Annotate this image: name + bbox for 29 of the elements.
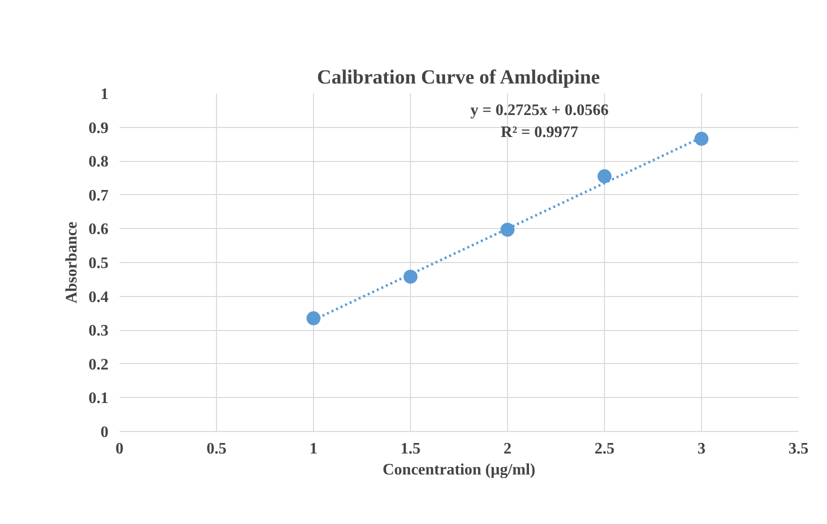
y-axis-title: Absorbance	[64, 222, 80, 304]
y-tick-label: 1	[100, 86, 108, 103]
y-tick-label: 0.4	[88, 288, 108, 306]
annotation: R² = 0.9977	[500, 124, 578, 141]
annotation: y = 0.2725x + 0.0566	[470, 102, 609, 119]
y-tick-label: 0.1	[88, 390, 108, 408]
y-tick-label: 0.2	[88, 356, 108, 374]
y-tick-label: 0.9	[88, 120, 108, 137]
point	[404, 270, 418, 284]
y-tick-label: 0	[100, 424, 108, 441]
x-tick-label: 3	[698, 440, 706, 458]
y-tick-label: 0.5	[88, 255, 108, 272]
y-tick-label: 0.3	[88, 322, 108, 340]
y-tick-label: 0.6	[88, 221, 108, 238]
x-axis-title: Concentration (µg/ml)	[382, 462, 536, 478]
x-tick-label: 2.5	[594, 440, 614, 458]
point	[500, 222, 514, 237]
x-tick-label: 2	[504, 440, 512, 458]
chart-title: Calibration Curve of Amlodipine	[317, 66, 600, 88]
point	[694, 132, 708, 146]
point	[306, 311, 320, 326]
y-tick-label: 0.8	[88, 154, 108, 171]
x-tick-label: 3.5	[788, 440, 808, 458]
y-tick-label: 0.7	[88, 187, 108, 204]
x-tick-label: 0	[116, 440, 124, 458]
point	[598, 169, 612, 184]
x-tick-label: 0.5	[206, 440, 226, 458]
x-tick-label: 1.5	[400, 440, 420, 458]
x-tick-label: 1	[310, 440, 318, 458]
